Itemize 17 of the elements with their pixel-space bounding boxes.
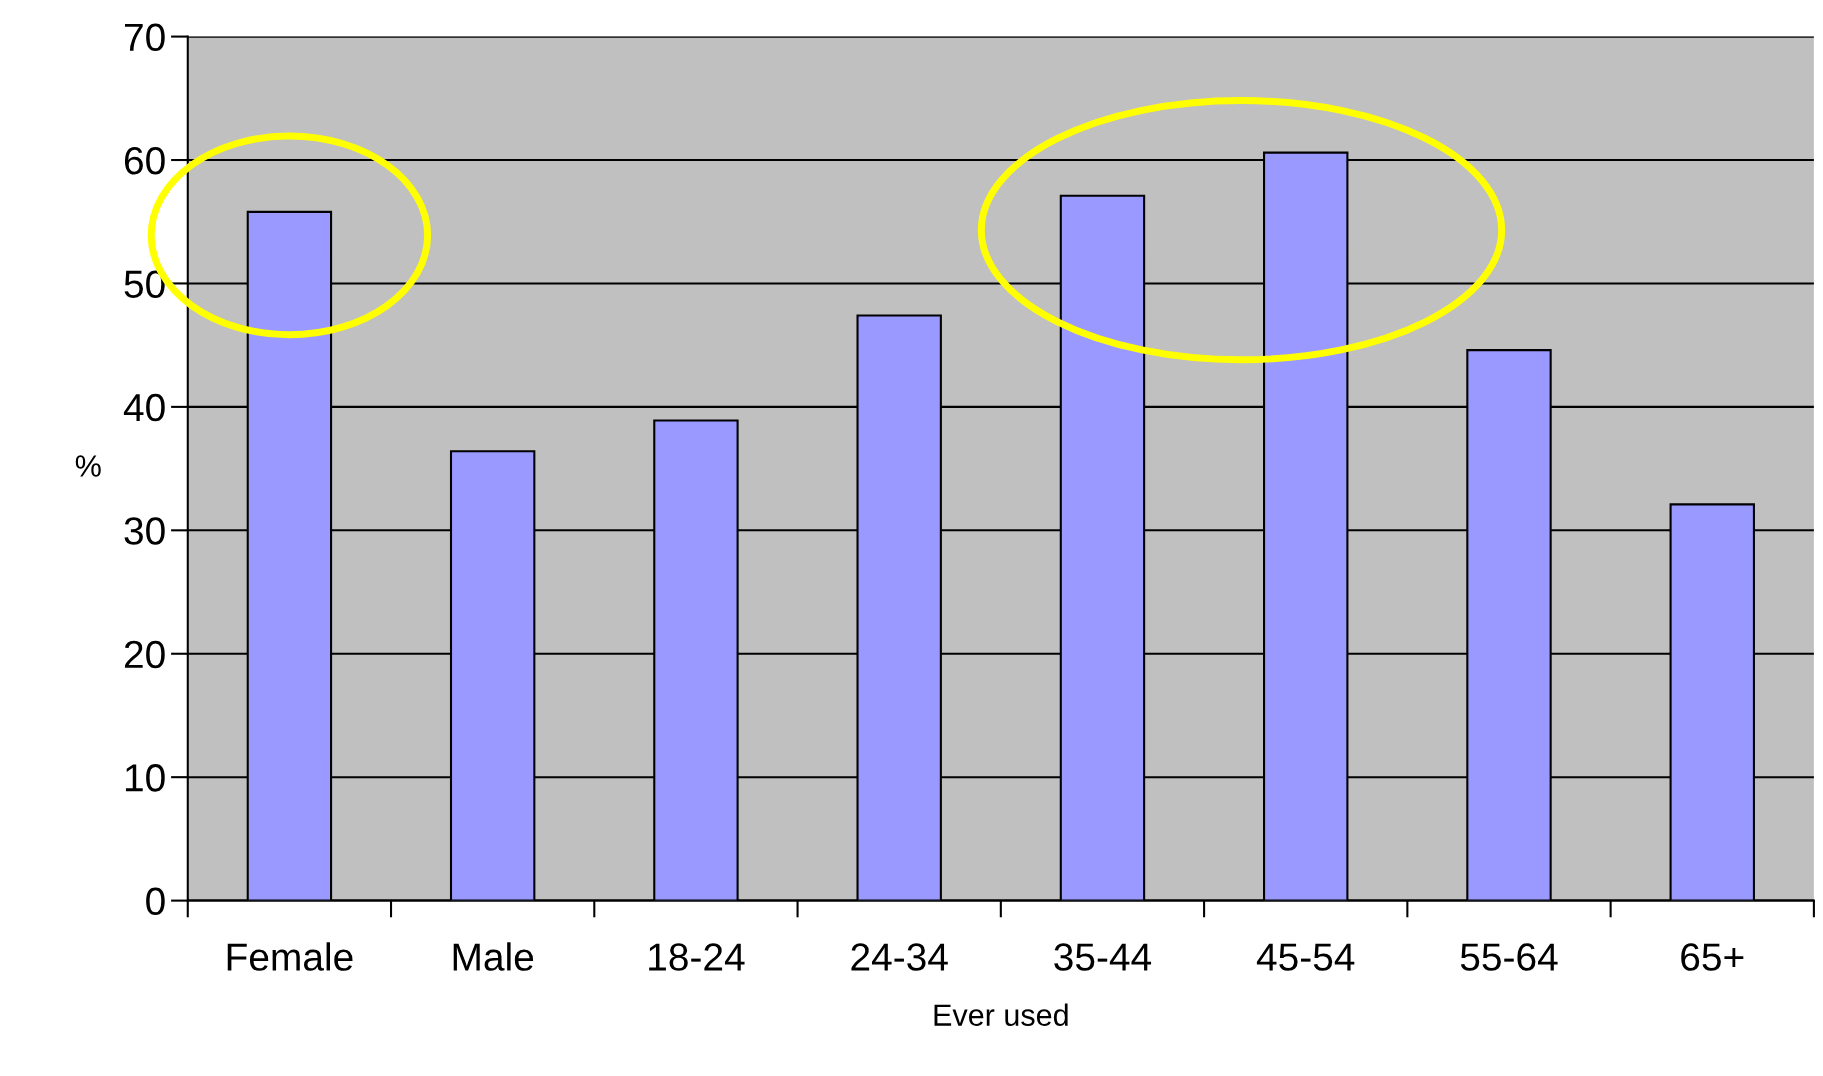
x-tick-label: 18-24 [649, 943, 745, 971]
x-tick-label: 24-34 [851, 943, 948, 971]
x-tick-label: 55-64 [1460, 943, 1558, 971]
y-tick-label: 40 [123, 393, 165, 422]
y-tick-label: 70 [124, 23, 165, 52]
x-tick-label: Female [227, 942, 353, 971]
x-axis-title: Ever used [934, 1003, 1068, 1026]
x-tick-label: 45-54 [1256, 943, 1355, 971]
y-tick-label: 60 [124, 146, 165, 175]
y-tick-label: 30 [124, 517, 165, 545]
x-tick-label: Male [453, 942, 534, 971]
x-tick-label: 65+ [1681, 943, 1744, 971]
y-tick-label: 10 [125, 764, 165, 792]
x-tick-label: 35-44 [1054, 943, 1152, 971]
y-axis-title: % [75, 455, 101, 477]
y-tick-label: 0 [146, 887, 165, 916]
y-tick-label: 20 [124, 640, 165, 669]
